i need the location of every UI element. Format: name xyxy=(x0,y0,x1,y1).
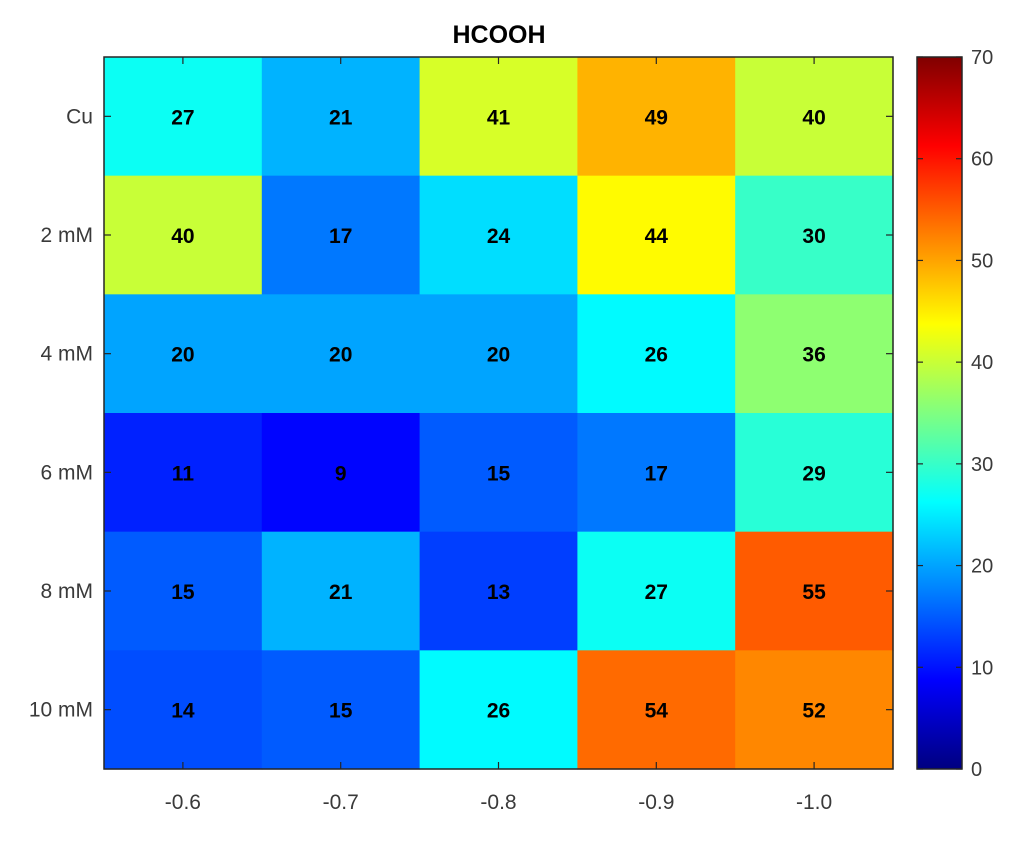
cell-value-label: 44 xyxy=(645,225,669,248)
heatmap-cell xyxy=(419,650,578,770)
cell-value-label: 17 xyxy=(645,462,668,485)
cell-value-label: 15 xyxy=(487,462,511,485)
heatmap-cell xyxy=(735,57,894,177)
cell-value-label: 40 xyxy=(802,106,825,129)
heatmap-cell-labels: 27 21 41 49 40 40 17 24 44 30 20 20 20 26 36 11 9 15 17 29 1… xyxy=(171,106,826,722)
cell-value-label: 36 xyxy=(802,344,825,367)
cell-value-label: 14 xyxy=(171,700,195,723)
cell-value-label: 24 xyxy=(487,225,511,248)
cell-value-label: 26 xyxy=(645,344,668,367)
cell-value-label: 20 xyxy=(487,344,510,367)
heatmap-cell xyxy=(104,175,263,295)
heatmap-cells xyxy=(104,57,894,770)
colorbar-tick-label: 30 xyxy=(971,454,993,476)
heatmap-cell xyxy=(735,650,894,770)
heatmap-cell xyxy=(577,57,736,177)
heatmap-cell xyxy=(261,413,421,533)
heatmap-cell xyxy=(261,531,421,651)
y-tick-label: 10 mM xyxy=(29,699,93,722)
heatmap-cell xyxy=(104,531,263,651)
cell-value-label: 20 xyxy=(171,344,194,367)
x-tick-label: -0.6 xyxy=(165,791,201,814)
colorbar-gradient xyxy=(916,56,963,770)
cell-value-label: 27 xyxy=(645,581,668,604)
heatmap-cell xyxy=(735,175,894,295)
cell-value-label: 15 xyxy=(329,700,353,723)
heatmap-cell xyxy=(735,413,894,533)
cell-value-label: 26 xyxy=(487,700,510,723)
heatmap-cell xyxy=(577,531,736,651)
cell-value-label: 30 xyxy=(802,225,825,248)
x-tick-label: -0.7 xyxy=(323,791,359,814)
y-tick-label: 4 mM xyxy=(41,343,94,366)
heatmap-cell xyxy=(419,175,578,295)
cell-value-label: 54 xyxy=(645,700,669,723)
heatmap-cell xyxy=(419,57,578,177)
cell-value-label: 17 xyxy=(329,225,352,248)
cell-value-label: 27 xyxy=(171,106,194,129)
colorbar-tick-label: 70 xyxy=(971,47,993,69)
y-tick-label: Cu xyxy=(66,105,93,128)
heatmap-cell xyxy=(419,531,578,651)
colorbar-tick-label: 50 xyxy=(971,250,993,272)
cell-value-label: 21 xyxy=(329,581,353,604)
x-tick-label: -0.8 xyxy=(480,791,516,814)
heatmap-cell xyxy=(577,413,736,533)
colorbar-tick-label: 20 xyxy=(971,556,993,578)
heatmap-cell xyxy=(577,175,736,295)
heatmap-cell xyxy=(577,650,736,770)
heatmap-cell xyxy=(735,294,894,414)
axes: -0.6 -0.7 -0.8 -0.9 -1.0 Cu 2 mM 4 mM 6 mM 8 mM 10… xyxy=(29,56,894,814)
heatmap-cell xyxy=(261,650,421,770)
heatmap-cell xyxy=(419,413,578,533)
cell-value-label: 29 xyxy=(802,462,825,485)
colorbar: 0 10 20 30 40 50 60 70 xyxy=(916,47,993,781)
heatmap-cell xyxy=(261,175,421,295)
cell-value-label: 49 xyxy=(645,106,668,129)
colorbar-tick-label: 10 xyxy=(971,657,993,679)
cell-value-label: 15 xyxy=(171,581,195,604)
heatmap-cell xyxy=(104,413,263,533)
cell-value-label: 20 xyxy=(329,344,352,367)
cell-value-label: 11 xyxy=(172,462,195,485)
cell-value-label: 13 xyxy=(487,581,510,604)
heatmap-cell xyxy=(735,531,894,651)
cell-value-label: 9 xyxy=(335,462,347,485)
heatmap-cell xyxy=(261,294,421,414)
y-tick-label: 2 mM xyxy=(41,224,94,247)
heatmap-cell xyxy=(104,294,263,414)
colorbar-tick-label: 40 xyxy=(971,352,993,374)
heatmap-cell xyxy=(577,294,736,414)
chart-title: HCOOH xyxy=(452,21,545,49)
colorbar-tick-label: 0 xyxy=(971,759,982,781)
heatmap-cell xyxy=(419,294,578,414)
cell-value-label: 52 xyxy=(802,700,825,723)
heatmap-cell xyxy=(104,650,263,770)
colorbar-tick-label: 60 xyxy=(971,149,993,171)
cell-value-label: 40 xyxy=(171,225,194,248)
x-tick-label: -1.0 xyxy=(796,791,832,814)
y-tick-label: 6 mM xyxy=(41,461,94,484)
cell-value-label: 55 xyxy=(802,581,826,604)
cell-value-label: 41 xyxy=(487,106,511,129)
y-tick-label: 8 mM xyxy=(41,580,94,603)
heatmap-cell xyxy=(104,57,263,177)
x-tick-label: -0.9 xyxy=(638,791,674,814)
heatmap-cell xyxy=(261,57,421,177)
cell-value-label: 21 xyxy=(329,106,353,129)
